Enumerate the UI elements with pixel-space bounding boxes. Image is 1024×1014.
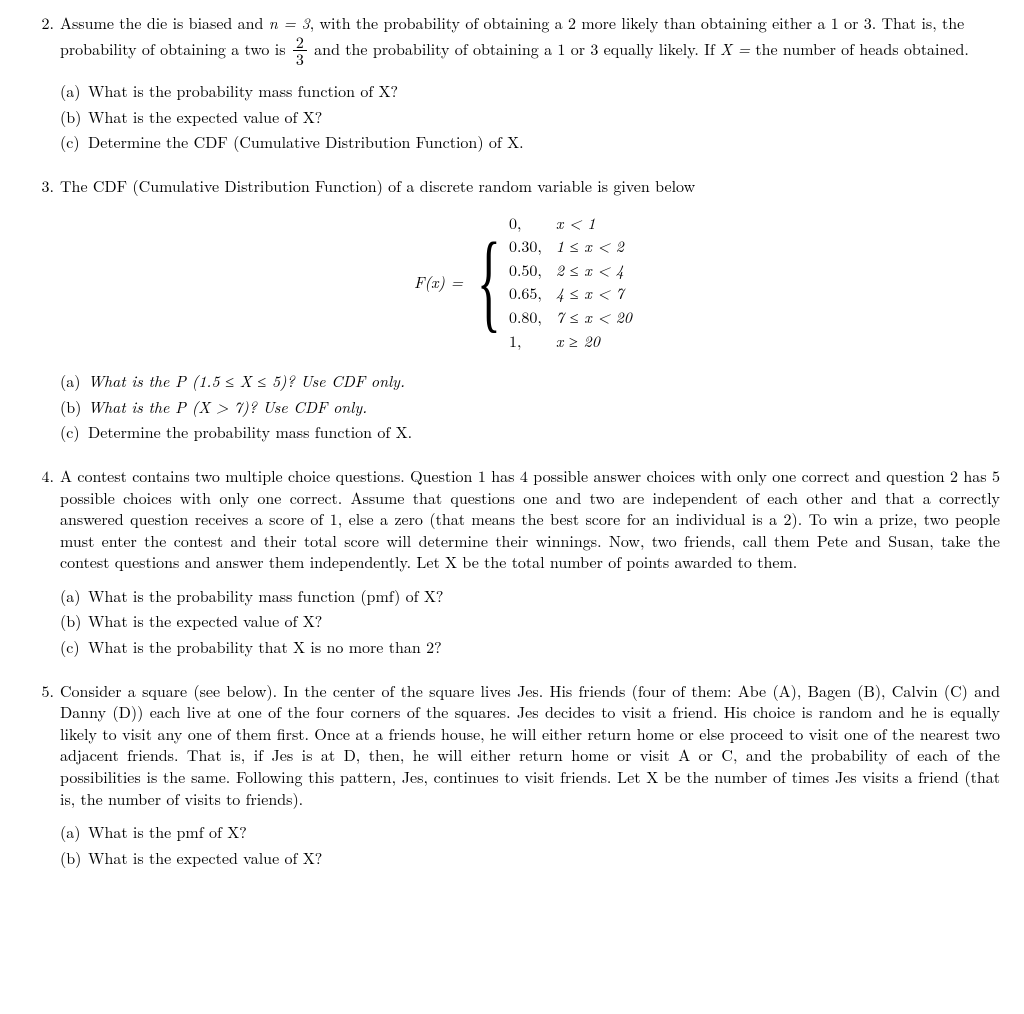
- problem-3-intro: The CDF (Cumulative Distribution Functio…: [60, 175, 1000, 197]
- problem-4: 4. A contest contains two multiple choic…: [24, 465, 1000, 670]
- problem-4c: (c) What is the probability that X is no…: [60, 636, 1000, 658]
- problem-2a-text: What is the probability mass function of…: [88, 80, 398, 102]
- problem-5-body: Consider a square (see below). In the ce…: [60, 680, 1000, 881]
- problem-2-number: 2.: [24, 12, 60, 165]
- problem-2-body: Assume the die is biased and n = 3, with…: [60, 12, 1000, 165]
- fraction-2-3: 23: [293, 34, 307, 69]
- cdf-row-5: 1,x ≥ 20: [509, 329, 646, 353]
- problem-4b: (b) What is the expected value of X?: [60, 610, 1000, 632]
- problem-3b: (b) What is the P (X > 7)? Use CDF only.: [60, 396, 1000, 418]
- problem-4-intro: A contest contains two multiple choice q…: [60, 465, 1000, 573]
- problem-4a: (a) What is the probability mass functio…: [60, 585, 1000, 607]
- problem-4-number: 4.: [24, 465, 60, 670]
- cdf-row-1: 0.30,1 ≤ x < 2: [509, 234, 646, 258]
- problem-2b: (b) What is the expected value of X?: [60, 106, 1000, 128]
- problem-5b: (b) What is the expected value of X?: [60, 847, 1000, 869]
- cdf-definition: F(x) = { 0,x < 1 0.30,1 ≤ x < 2 0.50,2 ≤…: [60, 211, 1000, 353]
- cdf-table: 0,x < 1 0.30,1 ≤ x < 2 0.50,2 ≤ x < 4 0.…: [509, 211, 646, 353]
- cdf-row-2: 0.50,2 ≤ x < 4: [509, 258, 646, 282]
- cdf-row-0: 0,x < 1: [509, 211, 646, 235]
- problem-5-subparts: (a) What is the pmf of X? (b) What is th…: [60, 821, 1000, 868]
- problem-2: 2. Assume the die is biased and n = 3, w…: [24, 12, 1000, 165]
- problem-2a: (a) What is the probability mass functio…: [60, 80, 1000, 102]
- problem-3a-text: What is the P (1.5 ≤ X ≤ 5)? Use CDF onl…: [88, 370, 405, 392]
- problem-3b-text: What is the P (X > 7)? Use CDF only.: [88, 396, 367, 418]
- problem-3-subparts: (a) What is the P (1.5 ≤ X ≤ 5)? Use CDF…: [60, 370, 1000, 443]
- problem-3c: (c) Determine the probability mass funct…: [60, 421, 1000, 443]
- problem-3a: (a) What is the P (1.5 ≤ X ≤ 5)? Use CDF…: [60, 370, 1000, 392]
- cdf-lhs: F(x) =: [414, 271, 463, 293]
- problem-4c-text: What is the probability that X is no mor…: [88, 636, 442, 658]
- problem-4a-text: What is the probability mass function (p…: [88, 585, 443, 607]
- cdf-row-3: 0.65,4 ≤ x < 7: [509, 281, 646, 305]
- problem-5a: (a) What is the pmf of X?: [60, 821, 1000, 843]
- problem-4-subparts: (a) What is the probability mass functio…: [60, 585, 1000, 658]
- problem-2-intro: Assume the die is biased and n = 3, with…: [60, 12, 1000, 68]
- problem-2c-text: Determine the CDF (Cumulative Distributi…: [88, 131, 524, 153]
- problem-5b-text: What is the expected value of X?: [88, 847, 322, 869]
- problem-5-number: 5.: [24, 680, 60, 881]
- problem-3-body: The CDF (Cumulative Distribution Functio…: [60, 175, 1000, 455]
- problem-4b-text: What is the expected value of X?: [88, 610, 322, 632]
- problem-2-subparts: (a) What is the probability mass functio…: [60, 80, 1000, 153]
- problem-5a-text: What is the pmf of X?: [88, 821, 247, 843]
- left-brace-icon: {: [477, 232, 489, 331]
- problem-3c-text: Determine the probability mass function …: [88, 421, 412, 443]
- problem-3: 3. The CDF (Cumulative Distribution Func…: [24, 175, 1000, 455]
- problem-5-intro: Consider a square (see below). In the ce…: [60, 680, 1000, 810]
- problem-2b-text: What is the expected value of X?: [88, 106, 322, 128]
- problem-4-body: A contest contains two multiple choice q…: [60, 465, 1000, 670]
- problem-2c: (c) Determine the CDF (Cumulative Distri…: [60, 131, 1000, 153]
- problem-3-number: 3.: [24, 175, 60, 455]
- cdf-row-4: 0.80,7 ≤ x < 20: [509, 305, 646, 329]
- problem-5: 5. Consider a square (see below). In the…: [24, 680, 1000, 881]
